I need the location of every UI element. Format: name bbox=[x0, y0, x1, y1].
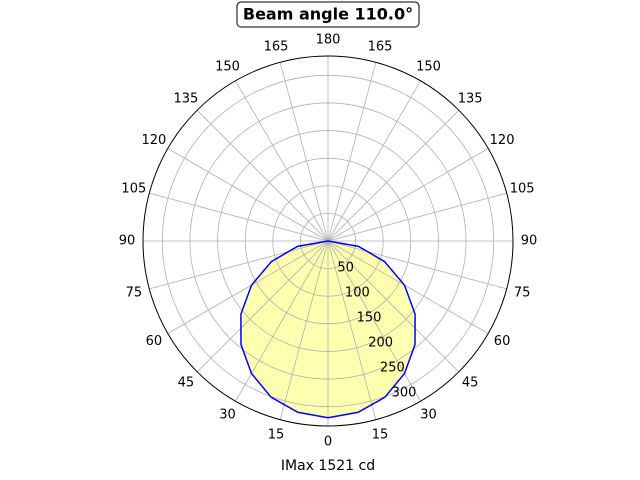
r-tick-label: 250 bbox=[380, 361, 405, 376]
r-tick-label: 150 bbox=[357, 311, 382, 326]
theta-tick-label: 135 bbox=[173, 91, 198, 106]
grid-line bbox=[327, 62, 377, 242]
grid-line bbox=[235, 80, 329, 242]
theta-tick-label: 75 bbox=[514, 286, 531, 301]
theta-tick-label: 120 bbox=[142, 133, 167, 148]
r-tick-label: 50 bbox=[337, 261, 354, 276]
grid-line bbox=[167, 240, 329, 334]
grid-line bbox=[327, 240, 507, 290]
theta-tick-label: 15 bbox=[372, 428, 389, 443]
grid-line bbox=[327, 240, 377, 420]
theta-tick-label: 45 bbox=[178, 376, 195, 391]
theta-tick-label: 30 bbox=[219, 408, 236, 423]
grid-line bbox=[327, 109, 460, 242]
r-tick-label: 200 bbox=[368, 336, 393, 351]
grid-line bbox=[196, 109, 329, 242]
chart-title: Beam angle 110.0° bbox=[243, 5, 413, 24]
theta-tick-label: 180 bbox=[316, 33, 341, 48]
line bbox=[240, 240, 416, 419]
theta-tick-label: 135 bbox=[458, 91, 483, 106]
grid-line bbox=[235, 240, 329, 402]
r-tick-label: 300 bbox=[392, 386, 417, 401]
grid-line bbox=[327, 240, 460, 373]
theta-tick-label: 90 bbox=[521, 234, 538, 249]
theta-tick-label: 165 bbox=[264, 39, 289, 54]
theta-tick-label: 0 bbox=[324, 435, 332, 450]
grid-line bbox=[327, 240, 421, 402]
grid-line bbox=[149, 192, 329, 242]
theta-tick-label: 15 bbox=[268, 428, 285, 443]
theta-tick-label: 90 bbox=[119, 234, 136, 249]
theta-tick-label: 75 bbox=[126, 286, 143, 301]
theta-tick-label: 120 bbox=[490, 133, 515, 148]
grid-line bbox=[327, 192, 507, 242]
theta-tick-label: 150 bbox=[215, 59, 240, 74]
grid-line bbox=[167, 148, 329, 242]
theta-tick-label: 60 bbox=[146, 334, 163, 349]
theta-tick-label: 45 bbox=[462, 376, 479, 391]
grid-line bbox=[279, 240, 329, 420]
theta-tick-label: 105 bbox=[510, 181, 535, 196]
title-box bbox=[236, 1, 420, 28]
grid-line bbox=[327, 80, 421, 242]
grid-line bbox=[327, 148, 489, 242]
theta-tick-label: 165 bbox=[368, 39, 393, 54]
x-axis-label: IMax 1521 cd bbox=[281, 458, 375, 474]
grid-line bbox=[149, 240, 329, 290]
theta-tick-label: 60 bbox=[494, 334, 511, 349]
theta-tick-label: 105 bbox=[121, 181, 146, 196]
theta-tick-label: 30 bbox=[420, 408, 437, 423]
r-tick-label: 100 bbox=[345, 286, 370, 301]
grid-line bbox=[196, 240, 329, 373]
grid-line bbox=[327, 240, 489, 334]
theta-tick-label: 150 bbox=[416, 59, 441, 74]
grid-line bbox=[279, 62, 329, 242]
outer-circle bbox=[142, 55, 514, 427]
